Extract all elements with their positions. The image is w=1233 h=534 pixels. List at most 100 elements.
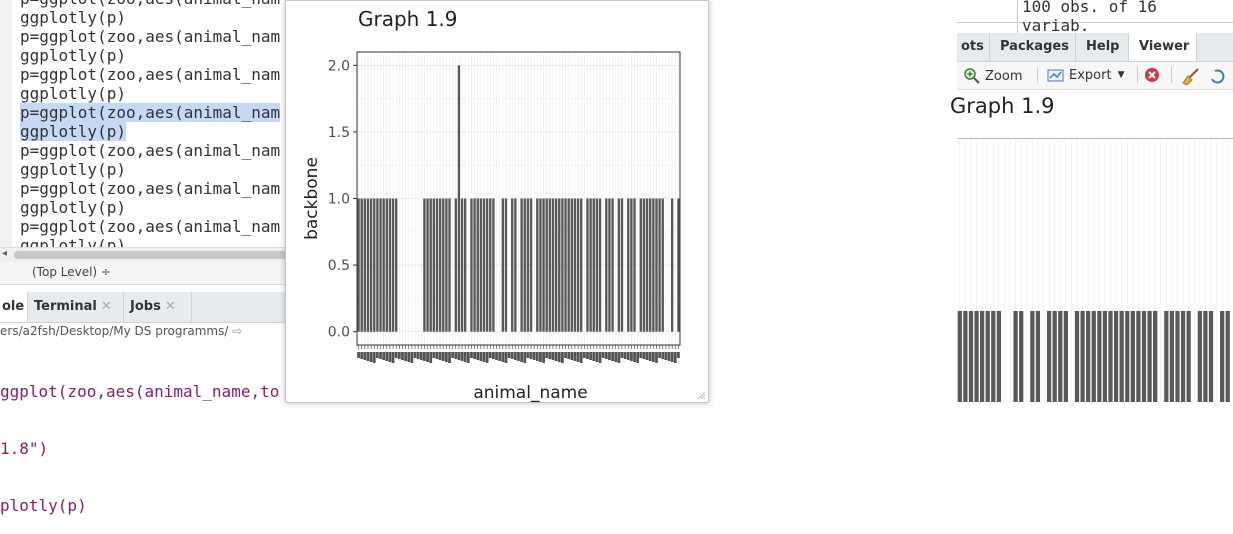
tab-viewer[interactable]: Viewer <box>1129 33 1197 61</box>
bar[interactable] <box>561 198 564 332</box>
tab-help[interactable]: Help <box>1076 33 1129 61</box>
viewer-plot[interactable] <box>957 138 1233 402</box>
viewer-bar[interactable] <box>1052 311 1057 402</box>
bar[interactable] <box>369 198 373 332</box>
bar[interactable] <box>485 198 489 332</box>
code-area[interactable]: p=ggplot(zoo,aes(animal_namggplotly(p)p=… <box>20 0 281 247</box>
viewer-bar[interactable] <box>1164 311 1169 402</box>
scope-selector[interactable]: (Top Level) ÷ <box>32 265 111 279</box>
bar[interactable] <box>489 198 492 332</box>
bar[interactable] <box>620 198 624 332</box>
bar[interactable] <box>438 198 442 332</box>
export-button[interactable]: Export ▼ <box>1045 67 1124 83</box>
bar[interactable] <box>379 198 382 332</box>
bar[interactable] <box>388 198 392 332</box>
bar[interactable] <box>357 198 360 332</box>
bar[interactable] <box>423 198 426 332</box>
viewer-bar[interactable] <box>1058 311 1063 402</box>
viewer-bar[interactable] <box>1102 311 1108 402</box>
viewer-bar[interactable] <box>1046 311 1052 402</box>
scrollbar-thumb[interactable] <box>14 251 288 259</box>
bar[interactable] <box>385 198 388 332</box>
bar[interactable] <box>501 198 505 332</box>
bar[interactable] <box>611 198 614 332</box>
bar[interactable] <box>677 198 680 332</box>
bar[interactable] <box>670 198 674 332</box>
bar[interactable] <box>658 198 661 332</box>
tab-jobs[interactable]: Jobs ✕ <box>124 292 192 322</box>
bar[interactable] <box>454 198 457 332</box>
close-icon[interactable]: ✕ <box>100 299 112 314</box>
bar[interactable] <box>429 198 432 332</box>
bar[interactable] <box>445 198 448 332</box>
viewer-bar[interactable] <box>979 311 985 402</box>
bar[interactable] <box>511 198 514 332</box>
viewer-bar[interactable] <box>1063 311 1068 402</box>
viewer-bar[interactable] <box>1169 311 1175 402</box>
tab-terminal[interactable]: Terminal ✕ <box>28 292 124 322</box>
bar[interactable] <box>598 198 602 332</box>
viewer-bar[interactable] <box>1136 311 1141 402</box>
viewer-bar[interactable] <box>1220 311 1225 402</box>
bar[interactable] <box>504 198 508 332</box>
bar[interactable] <box>395 198 398 332</box>
bar[interactable] <box>639 198 642 332</box>
remove-viewer-button[interactable] <box>1144 67 1160 83</box>
refresh-viewer-button[interactable] <box>1209 67 1227 85</box>
bar[interactable] <box>649 198 652 332</box>
bar[interactable] <box>470 198 473 332</box>
resize-grip-icon[interactable] <box>696 390 706 400</box>
viewer-bar[interactable] <box>1074 311 1080 402</box>
viewer-bar[interactable] <box>1175 311 1180 402</box>
bar[interactable] <box>655 198 658 332</box>
tab-plots[interactable]: ots <box>957 33 990 61</box>
viewer-bar[interactable] <box>1180 311 1186 402</box>
viewer-bar[interactable] <box>1208 311 1214 402</box>
viewer-bar[interactable] <box>1035 311 1041 402</box>
bar[interactable] <box>545 198 548 332</box>
viewer-bar[interactable] <box>957 311 962 402</box>
viewer-bar[interactable] <box>1097 311 1102 402</box>
bar[interactable] <box>576 198 580 332</box>
viewer-bar[interactable] <box>1130 311 1135 402</box>
bar[interactable] <box>473 198 476 332</box>
viewer-bar[interactable] <box>1086 311 1091 402</box>
bar[interactable] <box>360 198 363 332</box>
scroll-left-icon[interactable]: ◂ <box>2 248 8 259</box>
viewer-bar[interactable] <box>974 311 979 402</box>
viewer-bar[interactable] <box>1030 311 1035 402</box>
bar[interactable] <box>542 198 545 332</box>
bar[interactable] <box>605 198 608 332</box>
tab-console[interactable]: ole <box>0 292 28 322</box>
viewer-bar[interactable] <box>1147 311 1152 402</box>
viewer-bar[interactable] <box>1019 311 1024 402</box>
bar[interactable] <box>536 198 539 332</box>
bar[interactable] <box>573 198 577 332</box>
viewer-bar[interactable] <box>968 311 974 402</box>
tab-packages[interactable]: Packages <box>990 33 1076 61</box>
viewer-bar[interactable] <box>1013 311 1018 402</box>
bar[interactable] <box>482 198 486 332</box>
zoom-button[interactable]: Zoom <box>963 67 1022 85</box>
bar[interactable] <box>442 198 445 332</box>
bar[interactable] <box>373 198 376 332</box>
bar[interactable] <box>586 198 589 332</box>
bar[interactable] <box>652 198 655 332</box>
viewer-bar[interactable] <box>1186 311 1191 402</box>
bar[interactable] <box>432 198 436 332</box>
viewer-bar[interactable] <box>1108 311 1113 402</box>
viewer-bar[interactable] <box>1141 311 1147 402</box>
bar[interactable] <box>617 198 621 332</box>
viewer-bar[interactable] <box>1113 311 1119 402</box>
viewer-bar[interactable] <box>985 311 990 402</box>
bar[interactable] <box>608 198 611 332</box>
viewer-bar[interactable] <box>1080 311 1085 402</box>
bar[interactable] <box>514 198 517 332</box>
bar[interactable] <box>363 198 367 332</box>
viewer-bar[interactable] <box>1153 311 1158 402</box>
bar[interactable] <box>642 198 646 332</box>
bar[interactable] <box>492 198 495 332</box>
viewer-bar[interactable] <box>1225 311 1230 402</box>
bar[interactable] <box>426 198 429 332</box>
bar[interactable] <box>520 198 523 332</box>
